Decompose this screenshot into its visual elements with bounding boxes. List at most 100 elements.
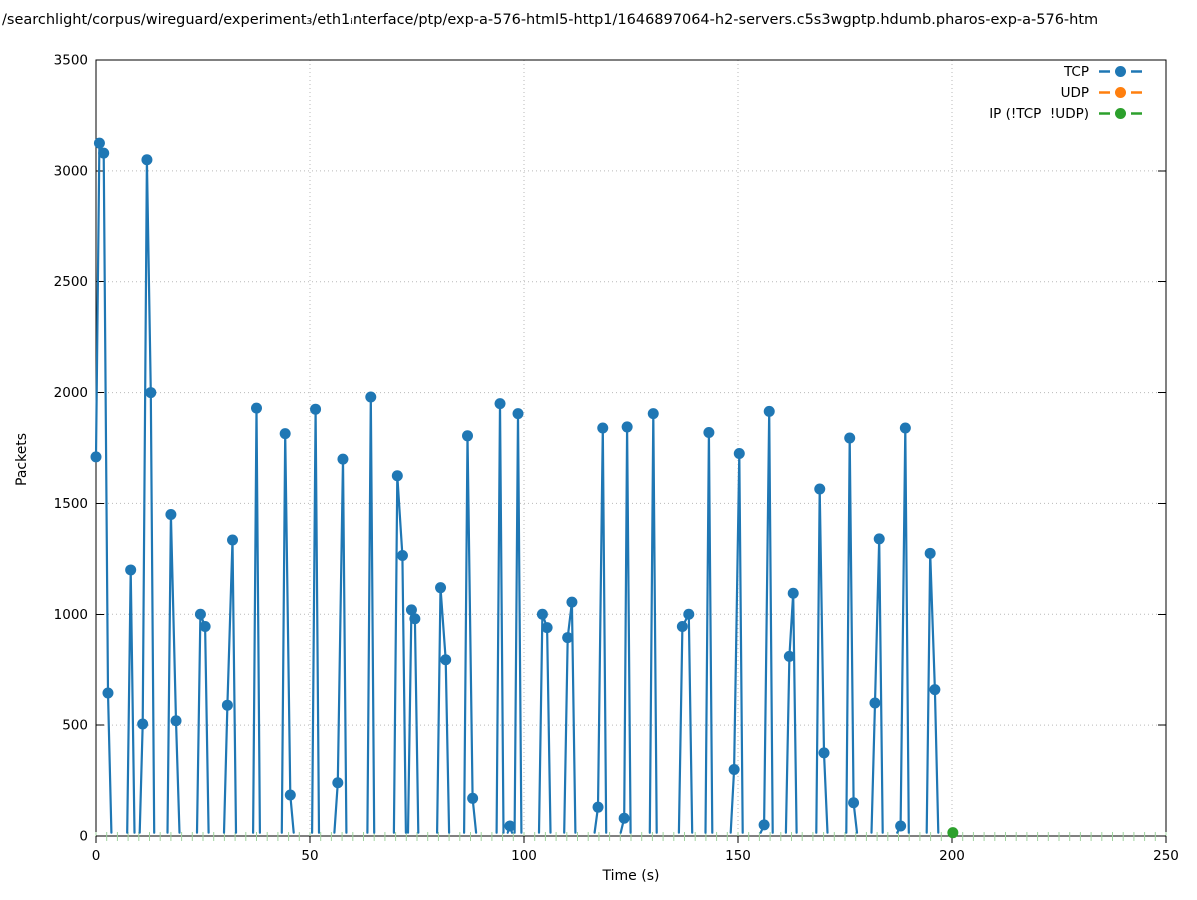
tcp-burst-line <box>648 412 658 834</box>
tcp-point <box>251 402 262 414</box>
tcp-burst-line <box>925 552 940 834</box>
tcp-burst-line <box>759 410 774 834</box>
tcp-point <box>467 792 479 804</box>
tcp-point <box>873 533 885 545</box>
tcp-point <box>818 747 830 759</box>
tcp-burst-line <box>222 538 238 834</box>
tcp-point <box>396 550 408 562</box>
tcp-burst-line <box>784 592 798 834</box>
y-tick-label: 1000 <box>54 607 88 623</box>
tcp-point <box>98 147 110 159</box>
x-tick-label: 100 <box>511 848 537 864</box>
tcp-point <box>899 422 911 434</box>
tcp-point <box>391 470 403 482</box>
tcp-point <box>592 801 604 813</box>
tcp-point <box>703 426 715 438</box>
tcp-point <box>728 763 740 775</box>
tcp-burst-line <box>729 452 744 834</box>
tcp-point <box>462 430 474 442</box>
x-tick-label: 250 <box>1153 848 1179 864</box>
tcp-point <box>170 715 182 727</box>
tcp-point <box>90 451 102 463</box>
tcp-point <box>504 820 516 832</box>
y-tick-label: 1500 <box>54 496 88 512</box>
legend: TCP UDP IP (!TCP !UDP) <box>0 61 1143 124</box>
tcp-point <box>541 622 553 634</box>
tcp-point <box>332 777 344 789</box>
tcp-burst-line <box>195 613 210 834</box>
tcp-point <box>758 819 770 831</box>
tcp-burst-line <box>704 431 714 834</box>
tcp-point <box>566 596 578 608</box>
legend-label: UDP <box>1060 84 1089 101</box>
x-tick-label: 200 <box>939 848 965 864</box>
tcp-point <box>536 608 548 620</box>
tcp-burst-line <box>815 487 829 834</box>
tcp-point <box>787 587 799 599</box>
tcp-point <box>284 789 296 801</box>
tcp-burst-line <box>311 408 321 834</box>
tcp-point <box>494 398 506 410</box>
tcp-burst-line <box>593 426 608 834</box>
tcp-burst-line <box>619 425 632 834</box>
legend-sample-line-icon <box>1099 66 1142 77</box>
tcp-point <box>924 547 936 559</box>
legend-sample-line-icon <box>1099 87 1142 98</box>
tcp-point <box>763 405 775 417</box>
ip-point <box>947 827 959 839</box>
tcp-burst-line <box>252 407 261 834</box>
tcp-burst-line <box>537 613 552 834</box>
x-tick-label: 50 <box>301 848 318 864</box>
tcp-burst-line <box>513 412 523 834</box>
legend-label: TCP <box>1063 63 1089 80</box>
tcp-burst-line <box>280 432 295 834</box>
tcp-point <box>814 483 826 495</box>
legend-entry-udp: UDP <box>1061 82 1143 103</box>
tcp-point <box>194 608 206 620</box>
tcp-point <box>621 421 633 433</box>
tcp-burst-line <box>333 458 348 834</box>
tcp-burst-line <box>845 436 859 834</box>
legend-sample-line-icon <box>1099 108 1142 119</box>
y-tick-label: 0 <box>79 829 88 845</box>
tcp-point <box>221 699 233 711</box>
tcp-burst-line <box>436 586 451 834</box>
legend-label: IP (!TCP !UDP) <box>989 105 1089 122</box>
tcp-burst-line <box>870 537 884 834</box>
tcp-point <box>137 718 149 730</box>
x-axis-label: Time (s) <box>602 868 660 884</box>
y-tick-label: 2500 <box>54 274 88 290</box>
tcp-point <box>145 387 157 399</box>
tcp-point <box>869 697 881 709</box>
tcp-point <box>783 650 795 662</box>
tcp-burst-line <box>896 426 910 834</box>
tcp-point <box>683 608 695 620</box>
tcp-burst-line <box>677 613 694 834</box>
tcp-point <box>409 613 421 625</box>
tcp-point <box>844 432 856 444</box>
tcp-burst-line <box>138 158 156 834</box>
tcp-burst-line <box>94 142 113 834</box>
tcp-point <box>227 534 239 546</box>
x-tick-label: 150 <box>725 848 751 864</box>
tcp-point <box>199 620 211 632</box>
tcp-point <box>102 687 114 699</box>
tcp-point <box>618 812 630 824</box>
tcp-point <box>440 654 452 666</box>
y-tick-label: 3000 <box>54 163 88 179</box>
y-tick-label: 2000 <box>54 385 88 401</box>
tcp-point <box>929 684 941 696</box>
tcp-point <box>93 137 105 149</box>
legend-entry-tcp: TCP <box>1064 61 1143 82</box>
tcp-point <box>310 403 322 415</box>
tcp-burst-line <box>366 395 376 834</box>
tcp-point <box>165 509 177 521</box>
tcp-point <box>848 797 860 809</box>
tcp-point <box>337 453 349 465</box>
y-tick-label: 500 <box>62 718 88 734</box>
tcp-point <box>597 422 609 434</box>
tcp-point <box>647 408 659 420</box>
tcp-burst-line <box>392 474 407 834</box>
tcp-point <box>895 820 907 832</box>
